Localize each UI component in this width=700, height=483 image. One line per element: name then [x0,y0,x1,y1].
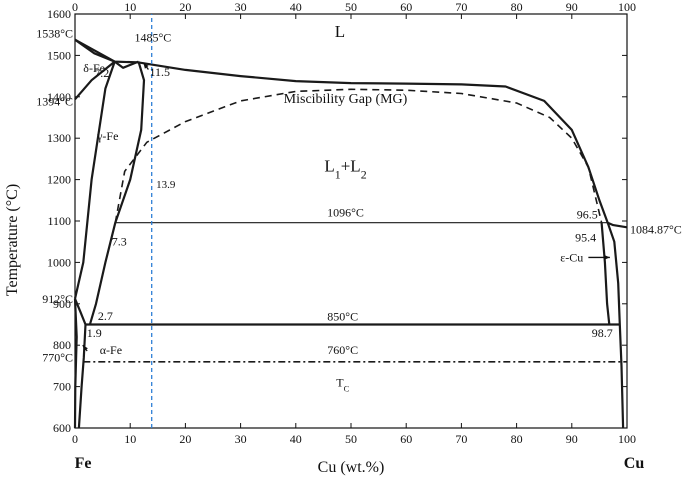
phase-boundary-solid-7 [73,298,78,429]
x-tick-label-bottom: 0 [72,432,78,446]
annotation-label: 1394°C [36,94,73,108]
annotation-label: Miscibility Gap (MG) [284,92,408,107]
phase-boundary-solid-2 [74,38,116,63]
phase-boundary-solid-4 [73,61,116,300]
y-tick-label: 800 [53,338,71,352]
phase-boundary-dashed-14 [114,88,603,223]
x-tick-label-top: 40 [290,0,302,14]
annotation-label: L [335,22,345,41]
y-tick-label: 1100 [47,214,71,228]
annotation-label: ε-Cu [560,250,583,264]
phase-boundary-solid-1 [74,60,116,101]
x-tick-label-top: 90 [566,0,578,14]
x-tick-label-top: 70 [455,0,467,14]
x-tick-label-top: 100 [618,0,636,14]
x-tick-label-bottom: 20 [179,432,191,446]
x-tick-label-bottom: 70 [455,432,467,446]
subscripted-label: L1+L2 [324,156,366,181]
phase-boundary-solid-6 [73,298,87,325]
pointer-arrow-head [604,255,610,260]
annotation-label: γ-Fe [96,129,118,143]
pointer-arrow-head [143,62,149,69]
x-tick-label-bottom: 90 [566,432,578,446]
annotation-label: 7.3 [112,235,127,249]
annotation-label: 95.4 [575,231,596,245]
annotation-label: 96.5 [577,208,598,222]
annotation-label: 1096°C [327,206,364,220]
y-tick-label: 1000 [47,255,71,269]
annotation-label: δ-Fe [83,61,105,75]
annotation-label: 98.7 [592,326,613,340]
x-tick-label-top: 30 [235,0,247,14]
x-tick-label-bottom: 100 [618,432,636,446]
y-tick-label: 900 [53,297,71,311]
x-tick-label-top: 50 [345,0,357,14]
annotation-label: 7.2 [94,66,109,80]
annotation-label: 1.9 [87,326,102,340]
x-tick-label-bottom: 30 [235,432,247,446]
y-tick-label: 600 [53,421,71,435]
phase-boundary-solid-0 [74,38,628,229]
annotation-label: 1485°C [135,31,172,45]
annotation-label: 11.5 [150,65,171,79]
x-tick-label-bottom: 40 [290,432,302,446]
annotation-label: 13.9 [156,179,176,191]
annotation-label: α-Fe [100,343,122,357]
pointer-arrow-head [82,345,88,351]
phase-boundary-solid-8 [77,324,87,429]
subscripted-label: TC [336,376,349,394]
x-axis-title: Cu (wt.%) [318,459,385,476]
x-tick-label-top: 20 [179,0,191,14]
x-tick-label-top: 80 [511,0,523,14]
annotation-label: 770°C [42,351,73,365]
label-part: L [324,156,334,175]
label-subscript: 2 [361,167,367,181]
label-part: +L [341,156,361,175]
annotation-label: 850°C [327,310,358,324]
phase-boundary-solid-12 [618,324,625,429]
y-axis-title: Temperature (°C) [4,184,21,296]
right-end-label: Cu [624,455,645,472]
y-tick-label: 1200 [47,173,71,187]
x-tick-label-top: 0 [72,0,78,14]
label-subscript: C [344,384,350,393]
annotation-label: 1084.87°C [630,222,682,236]
phase-boundary-solid-13 [606,222,621,325]
annotation-label: 912°C [42,292,73,306]
phase-boundary-solid-3 [114,60,139,69]
annotation-label: 2.7 [98,309,113,323]
y-tick-label: 700 [53,380,71,394]
y-tick-label: 1300 [47,131,71,145]
x-tick-label-top: 10 [124,0,136,14]
annotation-label: 760°C [327,343,358,357]
x-tick-label-bottom: 60 [400,432,412,446]
left-end-label: Fe [75,455,92,472]
label-part: T [336,376,344,390]
annotation-label: 1538°C [36,27,73,41]
x-tick-label-bottom: 10 [124,432,136,446]
y-tick-label: 1400 [47,90,71,104]
label-subscript: 1 [335,167,341,181]
y-tick-label: 1500 [47,48,71,62]
x-tick-label-top: 60 [400,0,412,14]
y-tick-label: 1600 [47,7,71,21]
phase-boundary-solid-11 [600,222,611,325]
x-tick-label-bottom: 80 [511,432,523,446]
phase-boundary-solid-5 [88,61,146,325]
x-tick-label-bottom: 50 [345,432,357,446]
